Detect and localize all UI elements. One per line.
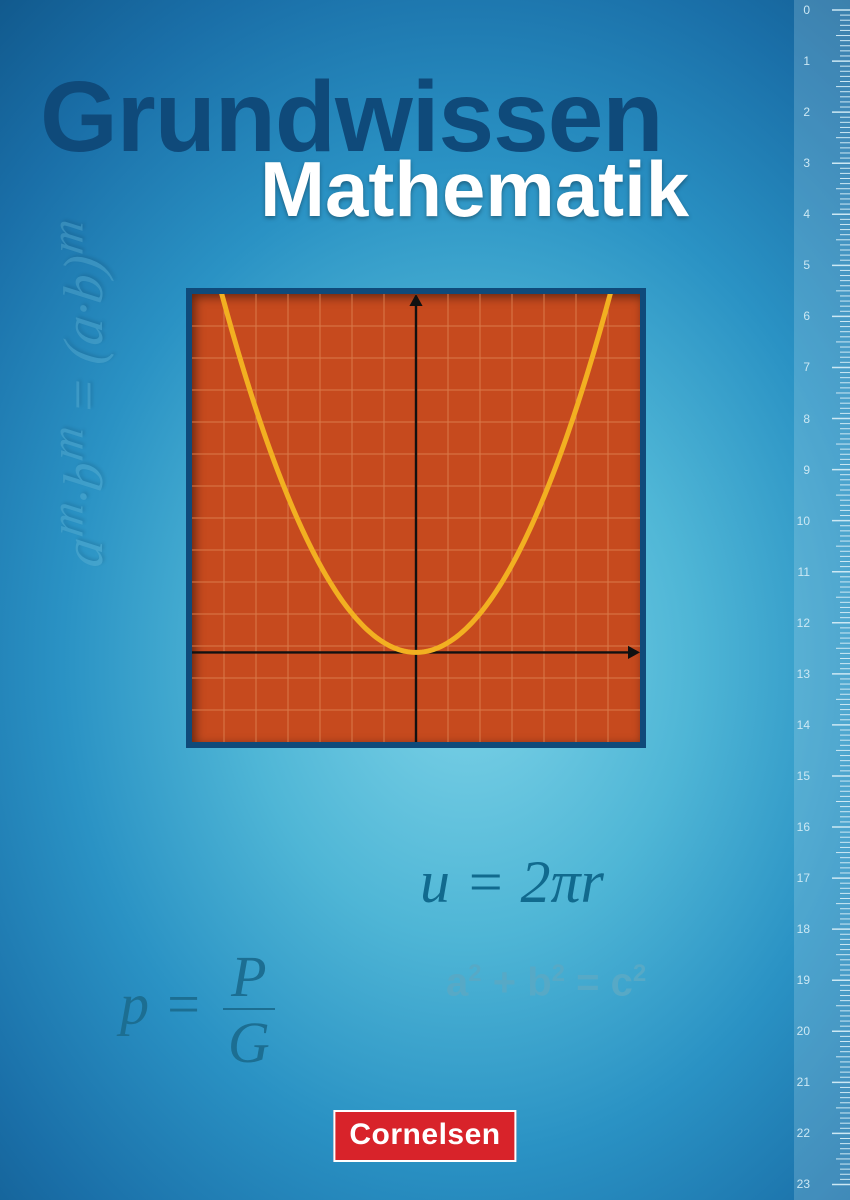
ruler-label: 1 — [790, 54, 810, 68]
chart-inner — [192, 294, 640, 742]
ruler-label: 2 — [790, 105, 810, 119]
ruler-label: 11 — [790, 565, 810, 579]
ruler-label: 17 — [790, 871, 810, 885]
ruler-label: 6 — [790, 309, 810, 323]
formula-fraction: p = P G — [120, 948, 281, 1072]
ruler-label: 16 — [790, 820, 810, 834]
ruler-label: 3 — [790, 156, 810, 170]
formula-pythagoras: a2 + b2 = c2 — [446, 960, 646, 1005]
ruler-label: 22 — [790, 1126, 810, 1140]
ruler-label: 7 — [790, 360, 810, 374]
fraction-lhs: p = — [120, 971, 203, 1036]
ruler-label: 0 — [790, 3, 810, 17]
ruler-label: 14 — [790, 718, 810, 732]
parabola-chart — [186, 288, 646, 748]
ruler-label: 18 — [790, 922, 810, 936]
publisher-badge: Cornelsen — [333, 1110, 516, 1162]
ruler-label: 20 — [790, 1024, 810, 1038]
ruler-label: 21 — [790, 1075, 810, 1089]
title-sub: Mathematik — [260, 144, 810, 235]
ruler-label: 8 — [790, 412, 810, 426]
title-block: Grundwissen Mathematik — [40, 72, 810, 235]
book-cover: am·bm = (a·b)m Grundwissen Mathematik u … — [0, 0, 850, 1200]
bg-formula: am·bm = (a·b)m — [40, 216, 116, 571]
ruler-label: 19 — [790, 973, 810, 987]
ruler-label: 4 — [790, 207, 810, 221]
ruler-label: 13 — [790, 667, 810, 681]
ruler-label: 9 — [790, 463, 810, 477]
ruler-svg — [794, 0, 850, 1200]
ruler-label: 15 — [790, 769, 810, 783]
ruler: 01234567891011121314151617181920212223 — [794, 0, 850, 1200]
ruler-label: 12 — [790, 616, 810, 630]
ruler-label: 10 — [790, 514, 810, 528]
chart-svg — [192, 294, 640, 742]
ruler-label: 23 — [790, 1177, 810, 1191]
fraction-denominator: G — [228, 1010, 270, 1072]
ruler-label: 5 — [790, 258, 810, 272]
fraction-numerator: P — [223, 948, 274, 1010]
formula-circumference: u = 2πr — [420, 848, 604, 917]
bg-formula-text: am·bm = (a·b)m — [53, 218, 115, 571]
fraction: P G — [223, 948, 274, 1072]
